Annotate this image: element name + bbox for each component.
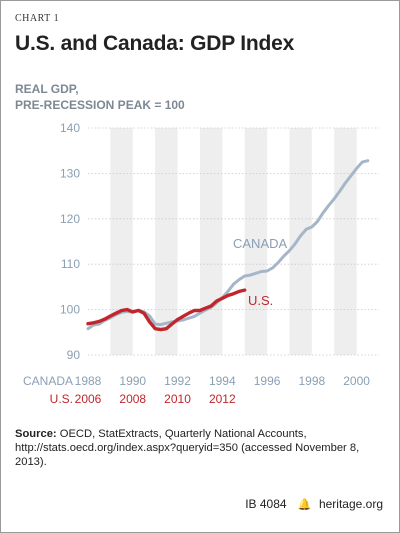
band-4 — [289, 128, 312, 355]
x-tick-0-1994: 1994 — [209, 374, 236, 388]
source-text: OECD, StatExtracts, Quarterly National A… — [15, 428, 360, 468]
site-name: heritage.org — [318, 497, 383, 511]
series-lines — [86, 159, 370, 332]
annotation-us: U.S. — [248, 293, 273, 308]
y-tick-labels: 90 100 110 120 130 140 — [60, 121, 80, 362]
x-tick-0-2000: 2000 — [343, 374, 370, 388]
source-label: Source: — [15, 428, 57, 440]
brief-id: IB 4084 — [245, 497, 287, 511]
band-3 — [244, 128, 268, 355]
series-annotations: CANADA U.S. — [233, 236, 288, 308]
source-note: Source: OECD, StatExtracts, Quarterly Na… — [15, 427, 387, 469]
y-tick-130: 130 — [60, 166, 80, 180]
y-tick-90: 90 — [67, 348, 81, 362]
x-tick-1-2010: 2010 — [164, 392, 191, 406]
x-tick-0-1992: 1992 — [164, 374, 191, 388]
x-tick-0-1988: 1988 — [75, 374, 102, 388]
band-1 — [155, 128, 178, 355]
y-tick-120: 120 — [60, 212, 80, 226]
y-axis-label-line-1: REAL GDP, — [15, 82, 79, 96]
chart-number-label: CHART 1 — [15, 13, 60, 24]
chart-title: U.S. and Canada: GDP Index — [15, 32, 295, 55]
x-tick-0-1998: 1998 — [298, 374, 325, 388]
y-axis-label: REAL GDP, PRE-RECESSION PEAK = 100 — [15, 81, 185, 113]
x-tick-1-2012: 2012 — [209, 392, 236, 406]
band-2 — [199, 128, 223, 355]
y-tick-110: 110 — [61, 257, 80, 271]
x-tick-1-2008: 2008 — [119, 392, 146, 406]
x-row-name-1: U.S. — [50, 392, 73, 406]
x-tick-0-1996: 1996 — [254, 374, 281, 388]
band-0 — [110, 128, 133, 355]
annotation-canada: CANADA — [233, 236, 288, 251]
liberty-bell-icon: 🔔 — [297, 499, 312, 511]
gridlines — [88, 127, 379, 356]
y-tick-140: 140 — [60, 121, 80, 135]
series-line-us — [86, 288, 247, 332]
footer: IB 4084 🔔 heritage.org — [245, 497, 383, 511]
y-tick-100: 100 — [60, 303, 80, 317]
y-axis-label-line-2: PRE-RECESSION PEAK = 100 — [15, 98, 185, 112]
x-row-name-0: CANADA — [23, 374, 73, 388]
x-tick-1-2006: 2006 — [75, 392, 102, 406]
x-tick-0-1990: 1990 — [119, 374, 146, 388]
background-bands — [110, 128, 357, 355]
band-5 — [334, 128, 357, 355]
